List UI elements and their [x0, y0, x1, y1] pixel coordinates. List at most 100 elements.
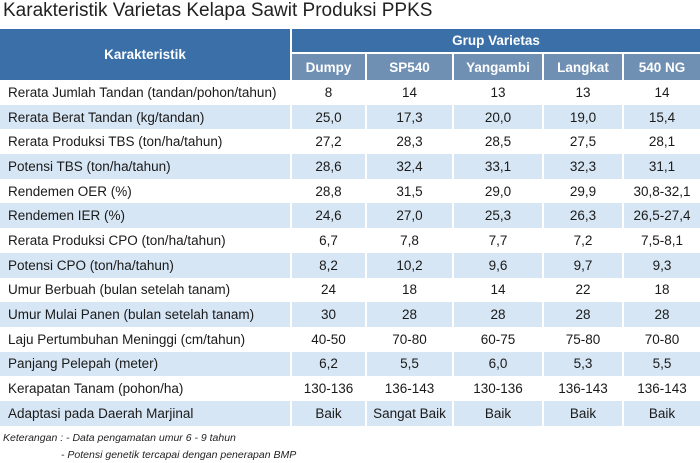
table-row: Laju Pertumbuhan Meninggi (cm/tahun) 40-5…: [0, 326, 700, 352]
table-cell: 14: [454, 277, 544, 303]
table-cell: 14: [624, 80, 700, 105]
variety-header-row: Dumpy SP540 Yangambi Langkat 540 NG: [0, 54, 700, 80]
table-cell: 30: [292, 302, 367, 327]
table-cell: 24,6: [292, 203, 367, 229]
table-cell: 130-136: [454, 376, 544, 401]
table-cell: 8: [292, 80, 367, 105]
table-cell: 6,2: [292, 351, 367, 377]
header-variety: SP540: [367, 54, 454, 80]
table-cell: 28,5: [454, 129, 544, 155]
table-cell: 7,7: [454, 228, 544, 253]
table-row: Potensi TBS (ton/ha/tahun) 28,6 32,4 33,1 32…: [0, 154, 700, 179]
row-label: Panjang Pelepah (meter): [0, 351, 292, 377]
table-cell: 18: [624, 277, 700, 303]
page-title: Karakteristik Varietas Kelapa Sawit Prod…: [3, 0, 433, 21]
variety-table-container: Karakteristik Grup Varietas Dumpy SP540 Ya…: [0, 29, 700, 426]
table-cell: 7,5-8,1: [624, 228, 700, 253]
table-cell: 70-80: [624, 326, 700, 352]
table-cell: 5,3: [544, 351, 624, 377]
table-cell: 30,8-32,1: [624, 178, 700, 204]
table-cell: 14: [367, 80, 454, 105]
table-cell: 32,4: [367, 154, 454, 179]
table-cell: 13: [544, 80, 624, 105]
table-cell: 29,0: [454, 178, 544, 204]
table-cell: 6,0: [454, 351, 544, 377]
header-variety: Dumpy: [292, 54, 367, 80]
table-cell: Baik: [292, 400, 367, 426]
table-cell: 27,0: [367, 203, 454, 229]
table-cell: 28,8: [292, 178, 367, 204]
table-cell: 136-143: [367, 376, 454, 401]
table-cell: 6,7: [292, 228, 367, 253]
row-label: Rerata Produksi CPO (ton/ha/tahun): [0, 228, 292, 253]
note-line-1: Keterangan : - Data pengamatan umur 6 - …: [3, 432, 236, 444]
table-cell: 8,2: [292, 252, 367, 278]
table-cell: 31,1: [624, 154, 700, 179]
row-label: Rerata Produksi TBS (ton/ha/tahun): [0, 129, 292, 155]
table-cell: Baik: [544, 400, 624, 426]
table-cell: 27,5: [544, 129, 624, 155]
table-cell: 24: [292, 277, 367, 303]
table-body: Rerata Jumlah Tandan (tandan/pohon/tahun…: [0, 80, 700, 426]
header-variety: 540 NG: [624, 54, 700, 80]
variety-table: Karakteristik Grup Varietas Dumpy SP540 Ya…: [0, 29, 700, 426]
table-cell: 29,9: [544, 178, 624, 204]
table-cell: 17,3: [367, 104, 454, 130]
table-cell: 25,0: [292, 104, 367, 130]
header-characteristic: Karakteristik: [0, 29, 292, 80]
row-label: Umur Mulai Panen (bulan setelah tanam): [0, 302, 292, 327]
table-cell: 28: [624, 302, 700, 327]
table-cell: 32,3: [544, 154, 624, 179]
table-cell: 20,0: [454, 104, 544, 130]
table-cell: 130-136: [292, 376, 367, 401]
row-label: Rendemen IER (%): [0, 203, 292, 229]
table-cell: 9,6: [454, 252, 544, 278]
table-row: Kerapatan Tanam (pohon/ha) 130-136 136-143…: [0, 376, 700, 401]
table-cell: Baik: [624, 400, 700, 426]
table-row: Umur Mulai Panen (bulan setelah tanam) 30…: [0, 302, 700, 327]
table-cell: 18: [367, 277, 454, 303]
table-cell: 28: [544, 302, 624, 327]
table-cell: 28: [454, 302, 544, 327]
row-label: Potensi CPO (ton/ha/tahun): [0, 252, 292, 278]
table-cell: 33,1: [454, 154, 544, 179]
header-variety: Yangambi: [454, 54, 544, 80]
table-cell: 136-143: [544, 376, 624, 401]
table-row: Rerata Berat Tandan (kg/tandan) 25,0 17,3 2…: [0, 104, 700, 130]
table-cell: 28: [367, 302, 454, 327]
table-cell: 40-50: [292, 326, 367, 352]
table-cell: 5,5: [624, 351, 700, 377]
table-cell: Sangat Baik: [367, 400, 454, 426]
table-row: Rendemen IER (%) 24,6 27,0 25,3 26,3 26,5-27,…: [0, 203, 700, 229]
table-row: Panjang Pelepah (meter) 6,2 5,5 6,0 5,3 5,5: [0, 351, 700, 377]
table-cell: 75-80: [544, 326, 624, 352]
table-row: Umur Berbuah (bulan setelah tanam) 24 18 14…: [0, 277, 700, 303]
table-cell: 19,0: [544, 104, 624, 130]
table-cell: 28,3: [367, 129, 454, 155]
row-label: Potensi TBS (ton/ha/tahun): [0, 154, 292, 179]
row-label: Kerapatan Tanam (pohon/ha): [0, 376, 292, 401]
row-label: Laju Pertumbuhan Meninggi (cm/tahun): [0, 326, 292, 352]
table-cell: 10,2: [367, 252, 454, 278]
table-cell: 31,5: [367, 178, 454, 204]
table-cell: 25,3: [454, 203, 544, 229]
table-row: Rerata Produksi TBS (ton/ha/tahun) 27,2 28…: [0, 129, 700, 155]
table-cell: 13: [454, 80, 544, 105]
header-variety: Langkat: [544, 54, 624, 80]
table-cell: 26,3: [544, 203, 624, 229]
table-cell: 5,5: [367, 351, 454, 377]
table-row: Rerata Jumlah Tandan (tandan/pohon/tahun…: [0, 80, 700, 105]
table-cell: Baik: [454, 400, 544, 426]
table-row: Adaptasi pada Daerah Marjinal Baik Sangat …: [0, 400, 700, 426]
table-cell: 15,4: [624, 104, 700, 130]
table-row: Potensi CPO (ton/ha/tahun) 8,2 10,2 9,6 9,7 9…: [0, 252, 700, 278]
table-cell: 9,7: [544, 252, 624, 278]
row-label: Adaptasi pada Daerah Marjinal: [0, 400, 292, 426]
table-cell: 60-75: [454, 326, 544, 352]
table-cell: 136-143: [624, 376, 700, 401]
table-cell: 22: [544, 277, 624, 303]
row-label: Rendemen OER (%): [0, 178, 292, 204]
table-cell: 26,5-27,4: [624, 203, 700, 229]
table-row: Rendemen OER (%) 28,8 31,5 29,0 29,9 30,8-32,…: [0, 178, 700, 204]
table-cell: 9,3: [624, 252, 700, 278]
